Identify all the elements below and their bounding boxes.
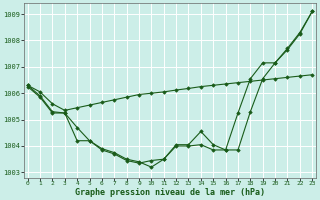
- X-axis label: Graphe pression niveau de la mer (hPa): Graphe pression niveau de la mer (hPa): [75, 188, 265, 197]
